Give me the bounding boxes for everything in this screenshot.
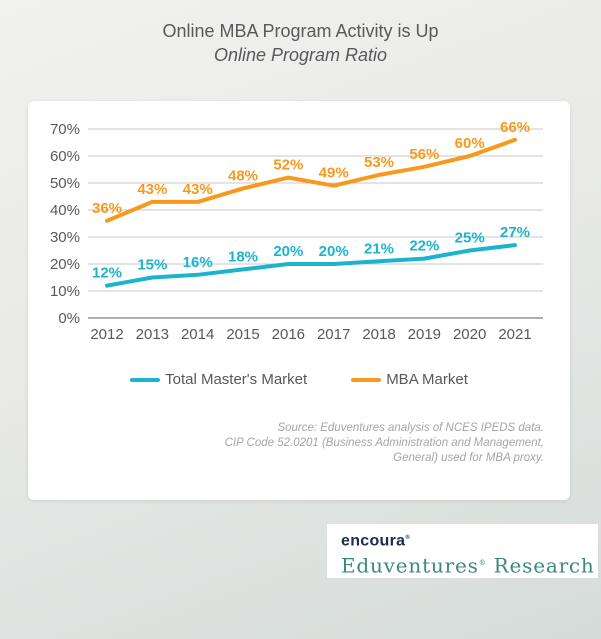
x-tick-label-2019: 2019 <box>408 326 441 343</box>
legend-item-mba-market: MBA Market <box>351 371 468 388</box>
data-label-2021-series-0: 27% <box>500 224 530 241</box>
x-tick-label-2016: 2016 <box>272 326 305 343</box>
legend-swatch-mba-market <box>351 377 382 382</box>
y-tick-label-30: 30% <box>50 229 80 246</box>
y-tick-label-40: 40% <box>50 202 80 219</box>
data-label-2017-series-0: 20% <box>319 243 349 260</box>
data-label-2015-series-1: 48% <box>228 167 258 184</box>
data-label-2014-series-0: 16% <box>183 254 213 271</box>
line-chart: 70% 60% 50% 40% 30% 20% 10% 0% 2012 2013 2014 2015 2… <box>50 119 543 343</box>
encoura-text: encoura <box>341 532 406 550</box>
chart-card: 70% 60% 50% 40% 30% 20% 10% 0% 2012 2013 2014 2015 2… <box>28 101 570 500</box>
data-label-2019-series-0: 22% <box>409 238 439 255</box>
source-note: Source: Eduventures analysis of NCES IPE… <box>225 421 544 466</box>
x-tick-label-2015: 2015 <box>226 326 259 343</box>
chart-subtitle: Online Program Ratio <box>213 45 388 65</box>
chart-title: Online MBA Program Activity is Up <box>162 21 439 41</box>
source-note-line2: CIP Code 52.0201 (Business Administratio… <box>224 437 544 449</box>
data-label-2016-series-0: 20% <box>273 243 303 260</box>
chart-title-block: Online MBA Program Activity is Up Online… <box>0 19 601 67</box>
eduventures-text: Eduventures <box>341 553 479 578</box>
data-label-2020-series-1: 60% <box>455 135 485 152</box>
series-line-1 <box>105 137 517 223</box>
y-tick-label-70: 70% <box>50 121 80 138</box>
data-label-2012-series-0: 12% <box>92 265 122 282</box>
eduventures-research-wordmark: Eduventures® Research <box>341 550 598 579</box>
y-tick-label-20: 20% <box>50 256 80 273</box>
x-tick-label-2017: 2017 <box>317 326 350 343</box>
y-tick-label-60: 60% <box>50 148 80 165</box>
data-label-2015-series-0: 18% <box>228 248 258 265</box>
x-tick-label-2014: 2014 <box>181 326 214 343</box>
data-label-2013-series-0: 15% <box>137 257 167 274</box>
encoura-eduventures-logo: encoura® Eduventures® Research <box>327 524 598 578</box>
y-tick-label-50: 50% <box>50 175 80 192</box>
legend-label-mba-market: MBA Market <box>386 371 468 388</box>
encoura-registered-mark: ® <box>405 535 411 541</box>
data-label-2014-series-1: 43% <box>183 181 213 198</box>
chart-legend: Total Master's Market MBA Market <box>28 371 570 388</box>
legend-label-total-masters: Total Master's Market <box>165 371 308 388</box>
legend-item-total-masters: Total Master's Market <box>130 371 307 388</box>
x-tick-label-2021: 2021 <box>498 326 531 343</box>
series-line-0 <box>105 243 517 288</box>
data-label-2012-series-1: 36% <box>92 200 122 217</box>
data-label-2017-series-1: 49% <box>319 165 349 182</box>
encoura-wordmark: encoura® <box>341 529 598 550</box>
y-tick-label-0: 0% <box>58 310 80 327</box>
eduventures-registered-mark: ® <box>478 559 487 568</box>
x-tick-label-2012: 2012 <box>90 326 123 343</box>
legend-swatch-total-masters <box>130 377 161 382</box>
data-label-2018-series-0: 21% <box>364 240 394 257</box>
data-label-2019-series-1: 56% <box>409 146 439 163</box>
x-tick-label-2018: 2018 <box>362 326 395 343</box>
research-text: Research <box>486 553 595 578</box>
data-label-2013-series-1: 43% <box>137 181 167 198</box>
y-tick-label-10: 10% <box>50 283 80 300</box>
data-label-2020-series-0: 25% <box>455 230 485 247</box>
data-label-2016-series-1: 52% <box>273 157 303 174</box>
x-tick-label-2013: 2013 <box>136 326 169 343</box>
x-tick-label-2020: 2020 <box>453 326 486 343</box>
source-note-line3: General) used for MBA proxy. <box>393 452 544 464</box>
source-note-line1: Source: Eduventures analysis of NCES IPE… <box>277 422 544 434</box>
data-label-2018-series-1: 53% <box>364 154 394 171</box>
data-label-2021-series-1: 66% <box>500 119 530 136</box>
